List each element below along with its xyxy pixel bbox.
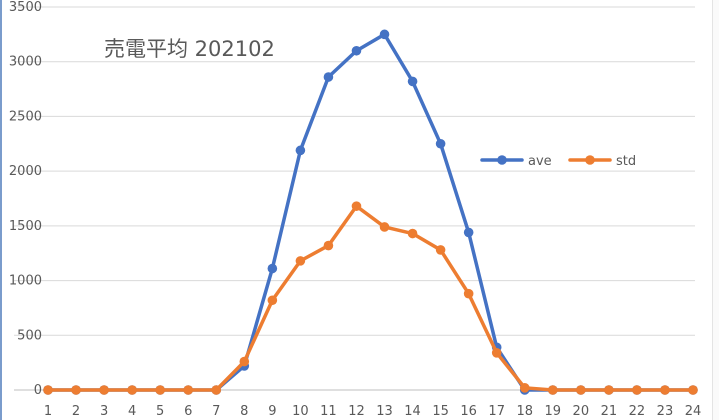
y-tick-label: 3500 [9,0,42,15]
x-tick-label: 6 [184,404,192,419]
x-tick-label: 2 [72,404,80,419]
data-point-std [463,288,474,299]
data-point-std [183,385,194,395]
x-tick-label: 3 [100,404,108,419]
legend-label: ave [528,154,552,169]
x-tick-label: 4 [128,404,136,419]
x-tick-label: 19 [545,404,562,419]
series-line-ave [46,32,695,392]
data-point-ave [351,45,362,56]
data-point-std [43,385,53,395]
legend-item-std: std [568,154,636,169]
data-point-std [239,356,250,367]
legend-swatch-marker [585,155,595,165]
x-tick-label: 15 [432,404,449,419]
y-tick-label: 2500 [9,109,42,124]
y-tick-label: 1000 [9,274,42,289]
data-point-std [491,347,502,358]
x-tick-label: 8 [240,404,248,419]
x-tick-label: 14 [404,404,421,419]
legend-label: std [616,154,636,169]
series-std [43,201,698,395]
data-point-std [632,385,642,395]
x-tick-label: 9 [268,404,276,419]
x-tick-label: 16 [460,404,477,419]
data-point-std [71,385,81,395]
x-tick-label: 11 [320,404,337,419]
data-point-std [407,228,418,239]
x-tick-label: 24 [685,404,702,419]
data-point-ave [295,145,306,156]
data-point-ave [435,138,446,149]
data-point-std [688,385,698,395]
data-point-ave [379,29,390,40]
series-line-std [46,204,695,392]
data-point-std [323,240,334,251]
data-point-std [547,385,558,395]
data-point-std [519,383,530,393]
x-tick-label: 17 [488,404,505,419]
data-point-std [155,385,165,395]
right-edge-strip [712,0,719,420]
x-tick-label: 22 [629,404,646,419]
data-point-std [267,295,278,306]
x-tick-label: 10 [292,404,309,419]
legend-item-ave: ave [480,154,552,169]
x-tick-label: 12 [348,404,365,419]
x-tick-label: 20 [573,404,590,419]
series-group [43,29,698,395]
data-point-std [435,245,446,255]
data-point-ave [267,263,278,274]
y-axis-ticks: 0 500 1000 1500 2000 2500 3000 3500 [9,0,42,398]
chart-title: 売電平均 202102 [104,37,275,61]
x-axis-ticks: 1 2 3 4 5 6 7 8 9 10 11 12 13 14 15 16 17 18 19 20 21 22 23 24 [44,404,701,419]
data-point-std [351,201,362,211]
y-tick-label: 2000 [9,164,42,179]
x-tick-label: 1 [44,404,52,419]
x-tick-label: 5 [156,404,164,419]
data-point-std [604,385,614,395]
data-point-std [295,256,306,266]
data-point-ave [323,72,334,82]
data-point-std [379,222,390,232]
data-point-std [211,385,222,395]
data-point-std [127,385,137,395]
x-tick-label: 21 [601,404,618,419]
left-edge-rule [0,0,2,420]
y-tick-label: 500 [17,328,42,343]
legend: ave std [480,154,636,169]
x-tick-label: 23 [657,404,674,419]
x-tick-label: 13 [376,404,393,419]
legend-swatch-marker [497,155,507,165]
data-point-ave [407,76,418,87]
series-ave [43,29,698,395]
x-tick-label: 7 [212,404,220,419]
data-point-std [576,385,586,395]
data-point-ave [463,227,474,238]
data-point-std [660,385,670,395]
y-tick-label: 1500 [9,219,42,234]
x-tick-label: 18 [516,404,533,419]
y-tick-label: 0 [34,383,42,398]
data-point-std [99,385,109,395]
gridlines [14,6,695,391]
y-tick-label: 3000 [9,55,42,70]
